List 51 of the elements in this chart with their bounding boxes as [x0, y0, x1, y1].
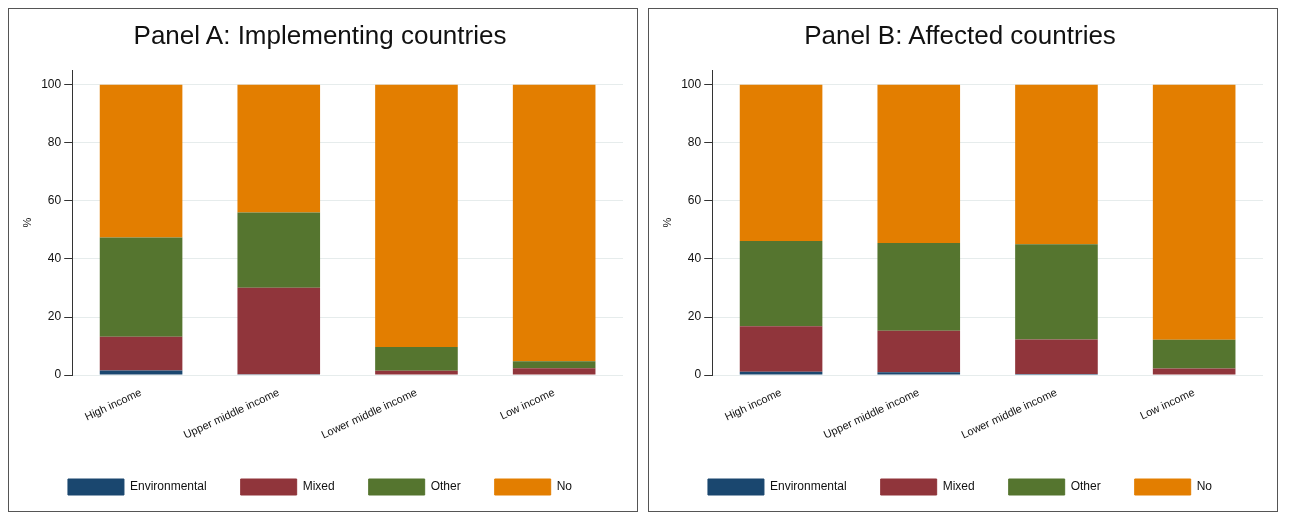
- legend-label: Other: [430, 479, 461, 494]
- legend-label: No: [556, 479, 573, 494]
- bar: [1152, 368, 1236, 375]
- legend-label: No: [1196, 479, 1213, 494]
- bar: [877, 330, 961, 373]
- bar: [877, 242, 961, 331]
- legend-label: Environmental: [129, 479, 207, 494]
- y-tick-label: 60: [687, 193, 702, 208]
- bar: [1015, 339, 1098, 374]
- legend-label: Mixed: [302, 479, 335, 494]
- y-axis-title: %: [660, 217, 673, 228]
- bar: [375, 346, 458, 371]
- bar: [99, 370, 183, 375]
- bar: [877, 372, 961, 375]
- y-tick-label: 100: [681, 77, 702, 92]
- y-tick-label: 0: [54, 367, 62, 382]
- y-tick-label: 0: [694, 367, 702, 382]
- y-tick-label: 40: [47, 251, 62, 266]
- y-tick-label: 80: [687, 135, 702, 150]
- bar: [1152, 339, 1236, 369]
- bar: [739, 371, 823, 375]
- bar: [1152, 84, 1236, 340]
- bar: [237, 84, 321, 213]
- bar: [375, 370, 458, 375]
- bar: [237, 212, 321, 288]
- y-tick-label: 20: [687, 309, 702, 324]
- legend-label: Mixed: [942, 479, 975, 494]
- y-tick-label: 40: [687, 251, 702, 266]
- bar: [512, 368, 596, 375]
- bar: [512, 361, 596, 369]
- bar: [99, 336, 183, 371]
- bar: [1015, 244, 1098, 340]
- y-tick-label: 80: [47, 135, 62, 150]
- bar: [1015, 84, 1098, 245]
- bar: [739, 84, 823, 241]
- bar: [877, 84, 961, 243]
- bar: [512, 84, 596, 362]
- legend-label: Environmental: [769, 479, 847, 494]
- legend-label: Other: [1070, 479, 1101, 494]
- y-axis-title: %: [20, 217, 33, 228]
- bar: [739, 326, 823, 372]
- y-tick-label: 20: [47, 309, 62, 324]
- bar: [739, 240, 823, 327]
- y-tick-label: 60: [47, 193, 62, 208]
- bar: [99, 237, 183, 337]
- bar: [375, 84, 458, 347]
- y-tick-label: 100: [41, 77, 62, 92]
- bar: [99, 84, 183, 238]
- bar: [237, 287, 321, 375]
- chart-title: Panel A: Implementing countries: [133, 19, 507, 50]
- chart-title: Panel B: Affected countries: [804, 19, 1116, 50]
